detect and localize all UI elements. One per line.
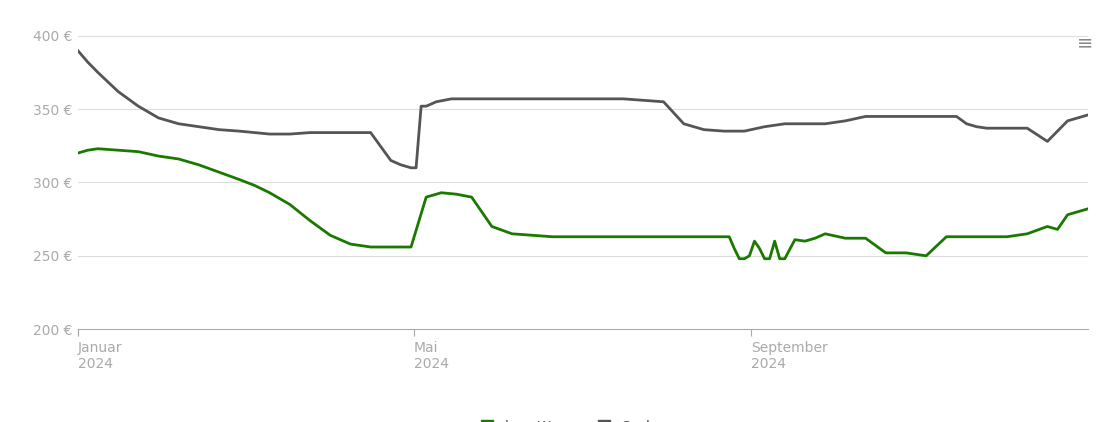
Text: ≡: ≡ bbox=[1077, 34, 1093, 53]
Legend: lose Ware, Sackware: lose Ware, Sackware bbox=[472, 414, 694, 422]
